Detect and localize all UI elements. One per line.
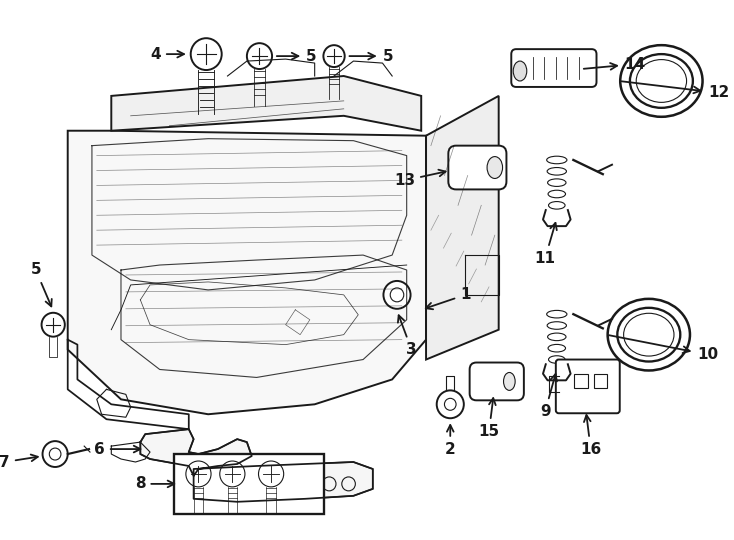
Text: 5: 5	[30, 262, 52, 306]
Text: 13: 13	[394, 170, 446, 188]
Ellipse shape	[504, 373, 515, 390]
Circle shape	[383, 281, 410, 309]
Polygon shape	[140, 429, 373, 502]
FancyBboxPatch shape	[448, 146, 506, 190]
FancyBboxPatch shape	[470, 362, 524, 400]
Ellipse shape	[547, 156, 567, 164]
Ellipse shape	[548, 190, 565, 198]
Ellipse shape	[548, 345, 565, 352]
Circle shape	[191, 38, 222, 70]
Text: 7: 7	[0, 455, 37, 469]
FancyBboxPatch shape	[512, 49, 597, 87]
Ellipse shape	[608, 299, 690, 370]
Ellipse shape	[617, 308, 680, 361]
Ellipse shape	[548, 179, 566, 186]
Text: 1: 1	[426, 287, 470, 309]
Polygon shape	[112, 76, 421, 131]
Text: 16: 16	[580, 415, 601, 457]
Circle shape	[247, 43, 272, 69]
Text: 10: 10	[609, 335, 719, 362]
Ellipse shape	[547, 167, 567, 175]
Text: 9: 9	[540, 374, 557, 418]
Text: 15: 15	[479, 398, 500, 438]
Circle shape	[42, 313, 65, 336]
Circle shape	[324, 45, 345, 67]
Ellipse shape	[547, 310, 567, 318]
Text: 14: 14	[584, 57, 646, 72]
Text: 6: 6	[94, 442, 140, 457]
Text: 3: 3	[398, 315, 417, 357]
Ellipse shape	[548, 356, 565, 363]
Circle shape	[43, 441, 68, 467]
Circle shape	[219, 461, 245, 487]
FancyBboxPatch shape	[556, 360, 619, 413]
Ellipse shape	[548, 333, 566, 341]
Circle shape	[186, 461, 211, 487]
Polygon shape	[426, 96, 498, 360]
Ellipse shape	[513, 61, 527, 81]
Ellipse shape	[548, 201, 565, 209]
Text: 5: 5	[277, 49, 316, 64]
Text: 11: 11	[534, 223, 557, 266]
Text: 4: 4	[150, 46, 184, 62]
Circle shape	[258, 461, 283, 487]
Ellipse shape	[630, 54, 693, 108]
Polygon shape	[68, 131, 426, 414]
Ellipse shape	[487, 157, 503, 179]
Ellipse shape	[620, 45, 702, 117]
FancyBboxPatch shape	[174, 454, 324, 514]
Text: 2: 2	[445, 425, 456, 457]
Text: 12: 12	[622, 82, 729, 100]
Text: 8: 8	[135, 476, 174, 491]
Text: 5: 5	[349, 49, 393, 64]
Circle shape	[437, 390, 464, 418]
Ellipse shape	[547, 322, 567, 329]
